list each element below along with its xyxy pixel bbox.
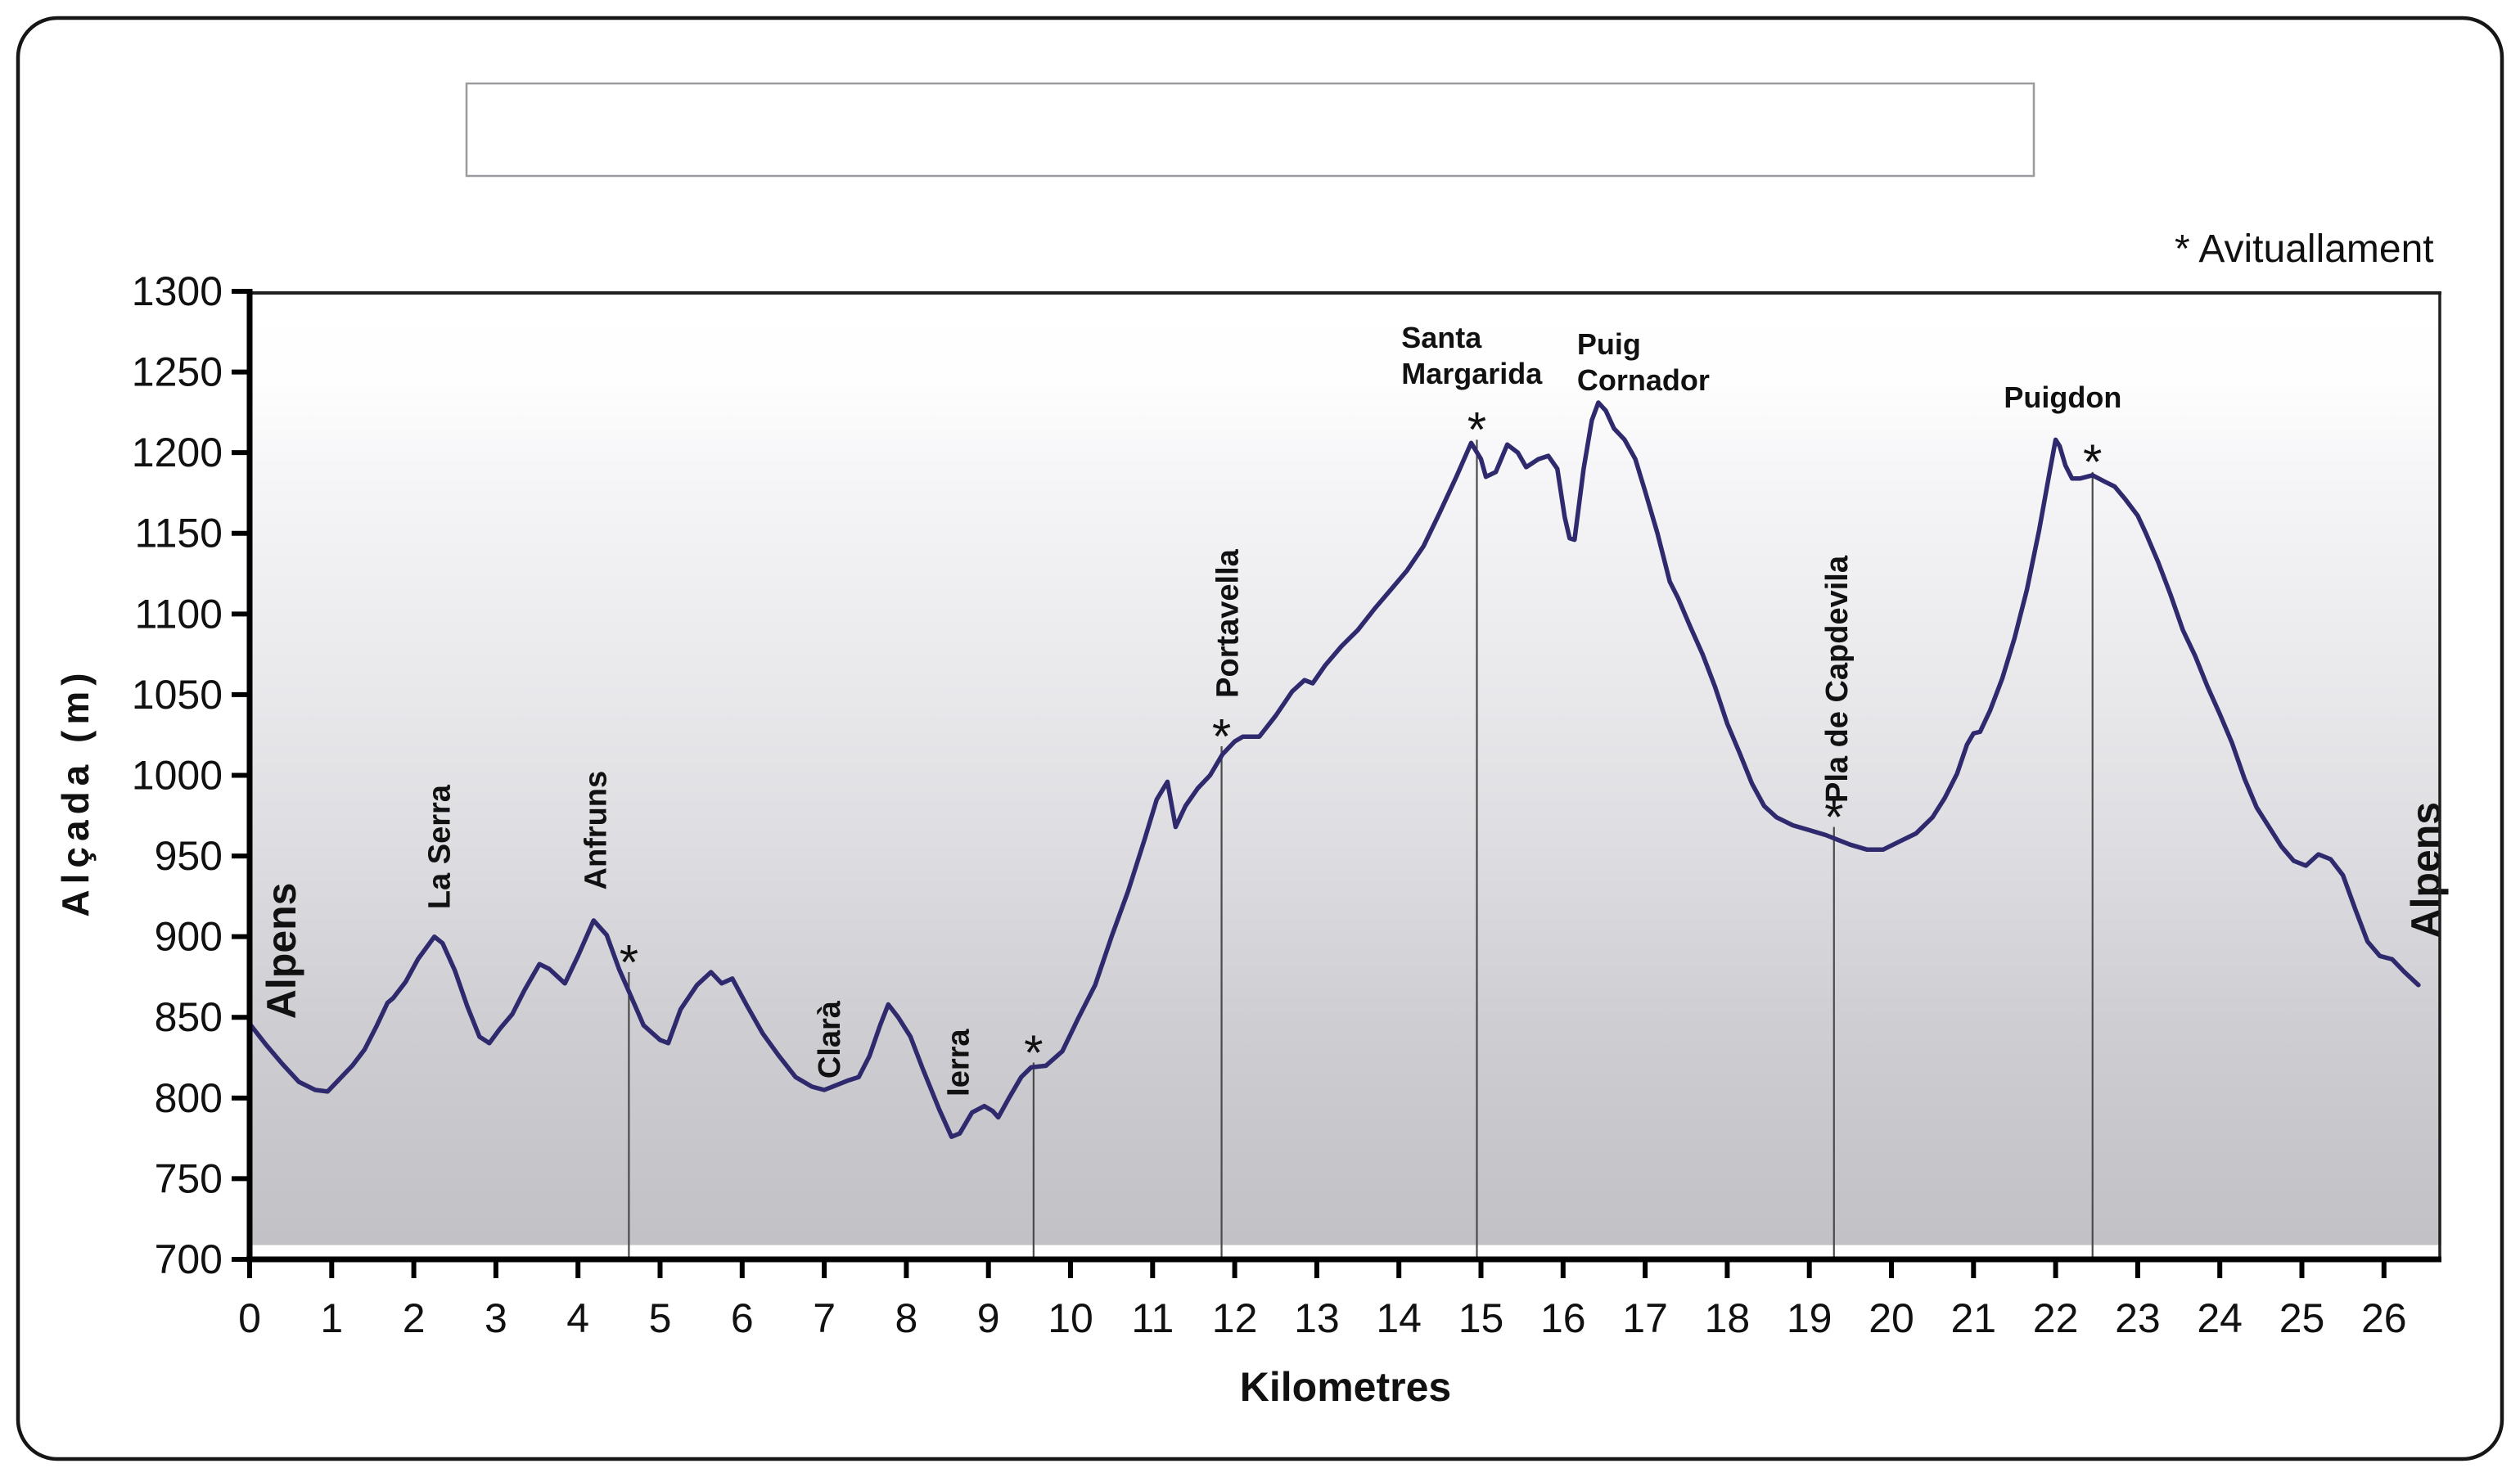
x-tick-label: 18: [1705, 1295, 1751, 1341]
y-tick-label: 1150: [134, 511, 223, 556]
x-tick-label: 22: [2033, 1295, 2079, 1341]
waypoint-label: Cornador: [1577, 363, 1710, 397]
waypoint-label: Ierra: [942, 1029, 976, 1096]
waypoint-label: Portavella: [1211, 548, 1246, 698]
aid-station-asterisk: *: [2083, 435, 2102, 489]
elevation-line-layer: [247, 400, 2421, 1139]
x-tick-label: 19: [1787, 1295, 1833, 1341]
aid-station-asterisk: *: [1467, 403, 1486, 457]
x-tick-label: 21: [1950, 1295, 1996, 1341]
x-tick-label: 5: [649, 1295, 672, 1341]
waypoint-label: Puig: [1577, 327, 1641, 361]
x-tick-label: 26: [2361, 1295, 2407, 1341]
aid-station-stars-layer: * * * * * *: [620, 403, 2103, 1080]
x-tick-label: 25: [2279, 1295, 2325, 1341]
y-tick-label: 900: [155, 914, 223, 960]
waypoint-label: La Serra: [423, 784, 458, 909]
x-tick-label: 9: [977, 1295, 1000, 1341]
waypoint-label: Puigdon: [2004, 381, 2121, 414]
waypoint-label: Alpens: [259, 883, 304, 1020]
y-tick-label: 700: [155, 1236, 223, 1282]
waypoint-label: Santa: [1401, 321, 1482, 354]
x-tick-label: 2: [403, 1295, 426, 1341]
x-tick-label: 16: [1540, 1295, 1586, 1341]
waypoint-label: Alpens: [2403, 802, 2449, 939]
waypoint-label: Anfruns: [579, 771, 613, 890]
elevation-line: [247, 400, 2421, 1139]
x-tick-label: 11: [1131, 1295, 1174, 1341]
x-axis-title: Kilometres: [1240, 1364, 1451, 1410]
x-tick-label: 20: [1869, 1295, 1914, 1341]
y-tick-label: 1200: [132, 430, 223, 475]
aid-station-asterisk: *: [1212, 709, 1231, 763]
page-border: [16, 16, 2504, 1461]
aid-station-legend-note: * Avituallament: [2175, 227, 2434, 271]
plot-area-background: [250, 291, 2441, 1259]
waypoint-label: Margarida: [1401, 357, 1543, 390]
aid-station-asterisk: *: [1824, 790, 1843, 844]
x-tick-label: 14: [1376, 1295, 1422, 1341]
x-tick-label: 7: [813, 1295, 836, 1341]
y-tick-label: 1050: [132, 672, 223, 718]
y-tick-label: 1100: [134, 591, 223, 637]
y-tick-label: 850: [155, 994, 223, 1040]
x-tick-label: 23: [2115, 1295, 2161, 1341]
y-axis-title: Alçada (m): [54, 667, 97, 916]
x-tick-label: 0: [238, 1295, 261, 1341]
aid-station-asterisk: *: [1024, 1025, 1043, 1080]
y-tick-label: 1250: [132, 349, 223, 395]
x-tick-label: 15: [1458, 1295, 1504, 1341]
title-box: [465, 82, 2035, 178]
aid-station-lines-layer: [628, 439, 2094, 1257]
x-tick-label: 3: [485, 1295, 507, 1341]
y-tick-label: 750: [155, 1155, 223, 1201]
x-tick-label: 12: [1212, 1295, 1258, 1341]
x-tick-label: 4: [566, 1295, 589, 1341]
y-tick-label: 950: [155, 833, 223, 879]
x-tick-label: 8: [895, 1295, 917, 1341]
x-tick-label: 6: [731, 1295, 754, 1341]
waypoint-label: Pla de Capdevila: [1820, 555, 1855, 803]
y-tick-label: 1300: [132, 268, 223, 314]
axis-ticks-layer: 7007508008509009501000105011001150120012…: [132, 268, 2407, 1341]
x-tick-label: 1: [320, 1295, 343, 1341]
y-tick-label: 1000: [132, 752, 223, 798]
x-tick-label: 17: [1622, 1295, 1668, 1341]
waypoint-label: Clarà: [813, 1000, 847, 1078]
x-tick-label: 24: [2197, 1295, 2243, 1341]
aid-station-asterisk: *: [620, 934, 638, 989]
x-tick-label: 13: [1294, 1295, 1340, 1341]
y-tick-label: 800: [155, 1075, 223, 1121]
x-tick-label: 10: [1048, 1295, 1093, 1341]
